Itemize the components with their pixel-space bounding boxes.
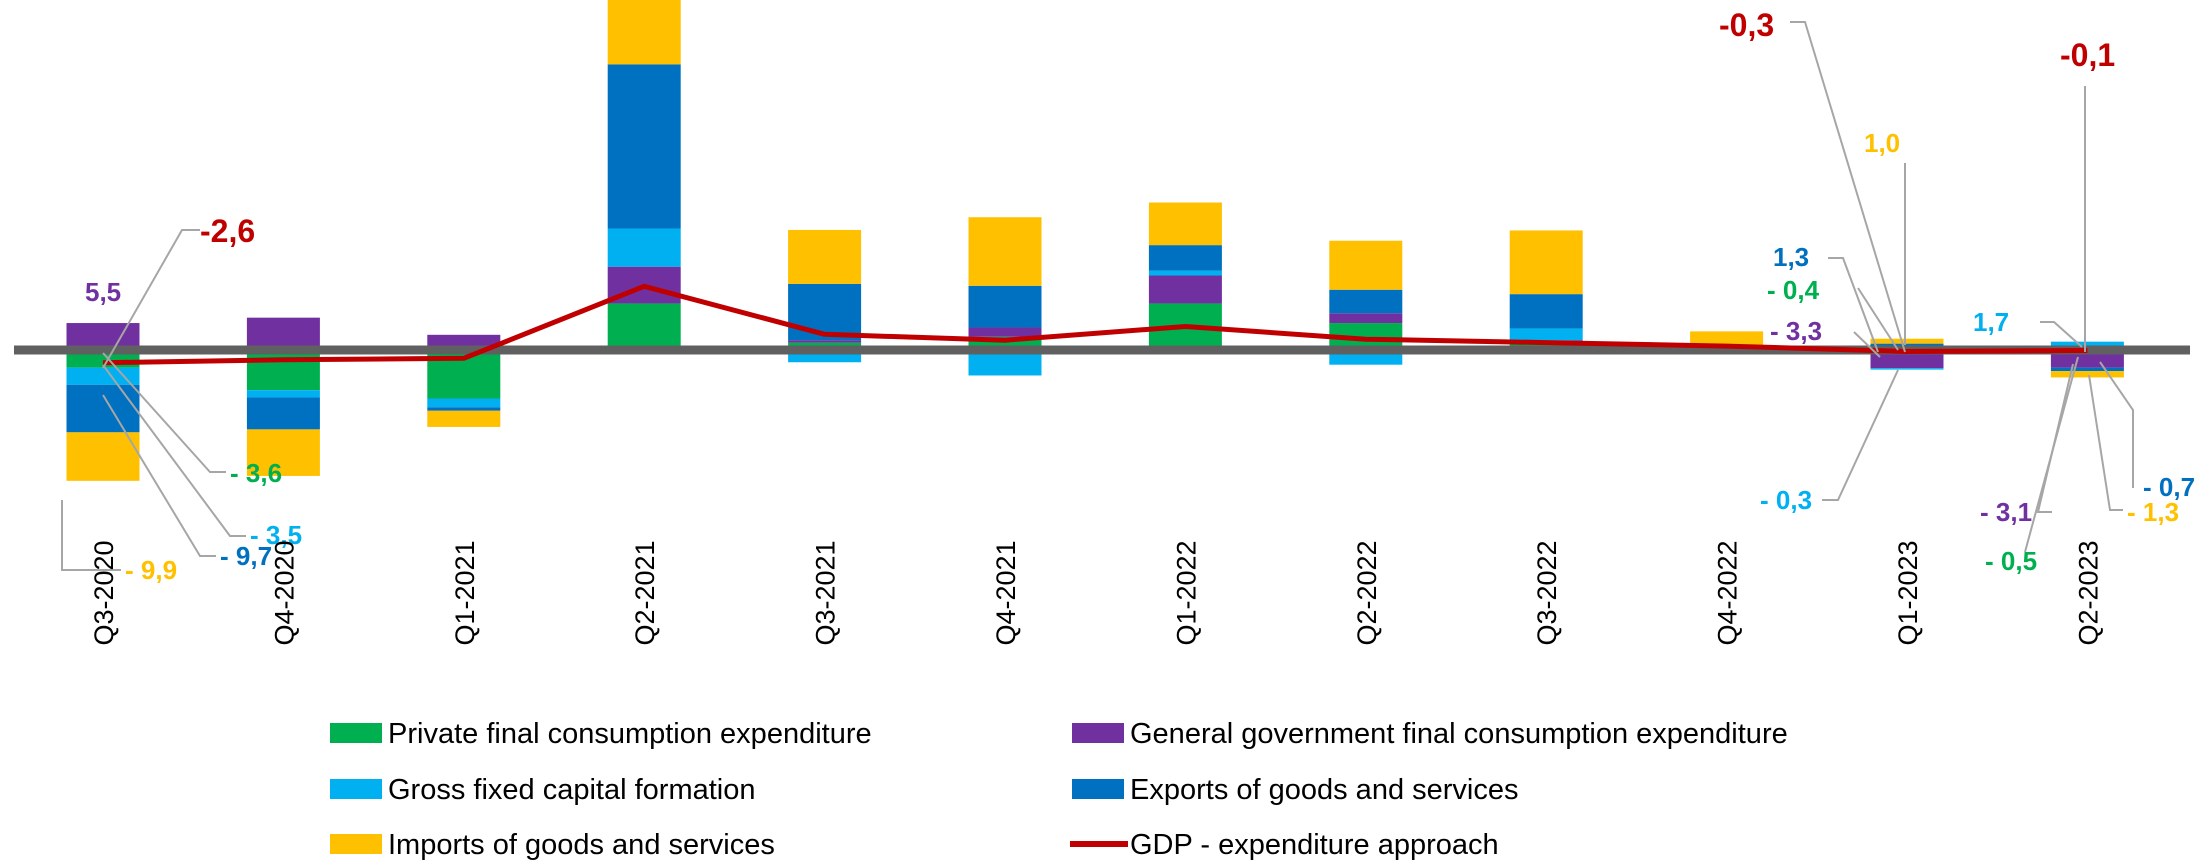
bar-exports-of-goods-and-services-q1-2021 <box>427 407 501 411</box>
bar-general-government-final-consumption-expenditure-q2-2022 <box>1329 313 1403 324</box>
legend-swatch <box>330 834 382 854</box>
data-label-imports-q2-2023: - 1,3 <box>2127 497 2179 527</box>
bar-gross-fixed-capital-formation-q1-2022 <box>1148 270 1222 276</box>
data-label-ggfce-q2-2023: - 3,1 <box>1980 497 2032 527</box>
data-label-imports-q3-2020: - 9,9 <box>125 555 177 585</box>
bar-gross-fixed-capital-formation-q1-2023 <box>1870 368 1944 370</box>
x-tick-label: Q3-2022 <box>1532 540 1562 645</box>
leader-line-gfcf <box>1822 369 1899 501</box>
label-leader-lines <box>61 21 2134 571</box>
leader-line-exports <box>102 394 216 557</box>
bar-exports-of-goods-and-services-q3-2020 <box>66 384 140 433</box>
data-label-gfcf-q1-2023: - 0,3 <box>1760 485 1812 515</box>
bar-exports-of-goods-and-services-q2-2021 <box>607 64 681 229</box>
data-label-pfce-q1-2023: - 0,4 <box>1767 275 1820 305</box>
bar-general-government-final-consumption-expenditure-q4-2021 <box>968 327 1042 337</box>
legend-label: Gross fixed capital formation <box>388 774 755 806</box>
x-tick-label: Q2-2022 <box>1352 540 1382 645</box>
leader-line-gdp <box>1790 21 1906 353</box>
bar-private-final-consumption-expenditure-q2-2021 <box>607 303 681 350</box>
x-tick-label: Q1-2022 <box>1171 540 1201 645</box>
bar-imports-of-goods-and-services-q2-2022 <box>1329 240 1403 290</box>
bar-imports-of-goods-and-services-q3-2020 <box>66 432 140 481</box>
legend: Private final consumption expenditure Gen… <box>330 718 1788 861</box>
data-label-exports-q3-2020: - 9,7 <box>220 541 272 571</box>
bar-gross-fixed-capital-formation-q2-2021 <box>607 228 681 267</box>
data-label-exports-q2-2023: - 0,7 <box>2143 472 2195 502</box>
bar-exports-of-goods-and-services-q2-2023 <box>2050 367 2124 372</box>
bar-general-government-final-consumption-expenditure-q4-2020 <box>246 317 320 350</box>
legend-label: Exports of goods and services <box>1130 774 1518 806</box>
leader-line-gfcf <box>102 364 246 537</box>
leader-line-pfce <box>102 352 226 473</box>
x-tick-label: Q4-2020 <box>269 540 299 645</box>
bar-imports-of-goods-and-services-q4-2022 <box>1690 331 1764 347</box>
bar-gross-fixed-capital-formation-q3-2022 <box>1509 328 1583 341</box>
legend-label: Private final consumption expenditure <box>388 718 872 750</box>
bar-imports-of-goods-and-services-q1-2022 <box>1148 202 1222 246</box>
legend-label: Imports of goods and services <box>388 829 775 861</box>
x-tick-label: Q1-2023 <box>1893 540 1923 645</box>
x-tick-label: Q3-2020 <box>89 540 119 645</box>
bar-general-government-final-consumption-expenditure-q3-2021 <box>788 340 862 343</box>
bar-imports-of-goods-and-services-q1-2023 <box>1870 338 1944 344</box>
leader-line-pfce <box>1857 287 1899 351</box>
data-label-gfcf-q2-2023: 1,7 <box>1973 307 2009 337</box>
bar-exports-of-goods-and-services-q3-2022 <box>1509 294 1583 329</box>
legend-swatch <box>330 779 382 799</box>
bar-imports-of-goods-and-services-q1-2021 <box>427 410 501 427</box>
bar-imports-of-goods-and-services-q2-2021 <box>607 0 681 65</box>
gdp-line <box>102 283 2088 366</box>
data-label-ggfce-q3-2020: 5,5 <box>85 277 121 307</box>
bar-exports-of-goods-and-services-q4-2021 <box>968 285 1042 328</box>
data-labels-layer: -2,6 - 3,6 5,5 - 3,5- 9,7 - 9,9 -0,3 - 0,4 - 3,… <box>85 7 2195 585</box>
bar-exports-of-goods-and-services-q4-2020 <box>246 397 320 430</box>
leader-line-imports <box>61 500 121 571</box>
bar-general-government-final-consumption-expenditure-q2-2023 <box>2050 352 2124 368</box>
x-axis-ticks: Q3-2020 Q4-2020 Q1-2021 Q2-2021 Q3-2021 Q4-20… <box>89 540 2103 645</box>
bar-general-government-final-consumption-expenditure-q1-2023 <box>1870 351 1944 369</box>
bar-private-final-consumption-expenditure-q4-2020 <box>246 350 320 391</box>
data-label-exports-q1-2023: 1,3 <box>1773 242 1809 272</box>
legend-swatch <box>330 723 382 743</box>
leader-line-gfcf <box>2040 321 2083 348</box>
bar-imports-of-goods-and-services-q3-2022 <box>1509 230 1583 295</box>
leader-line-ggfce <box>1853 331 1881 358</box>
data-label-ggfce-q1-2023: - 3,3 <box>1770 316 1822 346</box>
bar-imports-of-goods-and-services-q4-2020 <box>246 429 320 476</box>
x-tick-label: Q2-2023 <box>2073 540 2103 645</box>
x-tick-label: Q2-2021 <box>630 540 660 645</box>
leader-line-gdp <box>102 229 200 369</box>
bar-gross-fixed-capital-formation-q1-2021 <box>427 398 501 408</box>
bar-exports-of-goods-and-services-q3-2021 <box>788 283 862 341</box>
legend-label: General government final consumption exp… <box>1130 718 1788 750</box>
leader-line-imports <box>2088 374 2123 511</box>
bar-imports-of-goods-and-services-q3-2021 <box>788 229 862 284</box>
legend-label: GDP - expenditure approach <box>1130 829 1499 861</box>
data-label-pfce-q3-2020: - 3,6 <box>230 458 282 488</box>
bar-imports-of-goods-and-services-q2-2023 <box>2050 371 2124 378</box>
bar-imports-of-goods-and-services-q4-2021 <box>968 217 1042 286</box>
x-tick-label: Q4-2022 <box>1713 540 1743 645</box>
x-tick-label: Q4-2021 <box>991 540 1021 645</box>
data-label-gfcf-q3-2020: - 3,5 <box>250 520 302 550</box>
x-tick-label: Q3-2021 <box>811 540 841 645</box>
bars-layer <box>66 0 2124 481</box>
data-label-pfce-q2-2023: - 0,5 <box>1985 546 2037 576</box>
x-tick-label: Q1-2021 <box>450 540 480 645</box>
bar-gross-fixed-capital-formation-q4-2020 <box>246 390 320 398</box>
data-label-gdp-q3-2020: -2,6 <box>200 213 255 249</box>
data-label-imports-q1-2023: 1,0 <box>1864 128 1900 158</box>
legend-swatch <box>1072 723 1124 743</box>
legend-swatch <box>1072 779 1124 799</box>
leader-line-exports <box>2099 361 2134 488</box>
bar-general-government-final-consumption-expenditure-q1-2022 <box>1148 275 1222 304</box>
bar-exports-of-goods-and-services-q1-2022 <box>1148 245 1222 271</box>
data-label-gdp-q1-2023: -0,3 <box>1719 7 1774 43</box>
leader-line-exports <box>1828 257 1879 353</box>
bar-exports-of-goods-and-services-q2-2022 <box>1329 289 1403 314</box>
data-label-gdp-q2-2023: -0,1 <box>2060 37 2115 73</box>
leader-line-ggfce <box>2036 363 2074 513</box>
